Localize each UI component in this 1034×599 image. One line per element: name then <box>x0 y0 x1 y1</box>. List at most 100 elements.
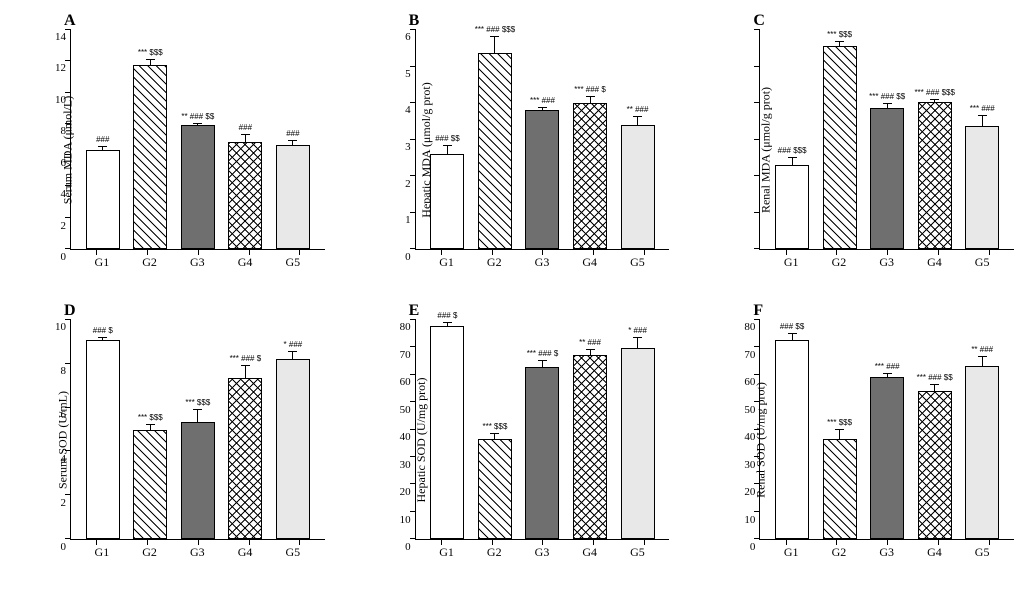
x-labels: G1G2G3G4G5 <box>70 545 325 560</box>
panel-E: EHepatic SOD (U/mg prot)0102030405060708… <box>355 300 680 580</box>
significance-label: *** ### <box>530 97 555 105</box>
bar-group: *** ### $$$ <box>471 26 519 249</box>
x-tick-label: G3 <box>518 255 566 270</box>
panel-letter: A <box>64 12 76 30</box>
significance-label: * ### <box>284 341 303 349</box>
bar <box>573 103 607 249</box>
bar <box>276 359 310 539</box>
x-tick-label: G3 <box>173 545 221 560</box>
bar <box>133 65 167 249</box>
x-tick-label: G3 <box>863 545 911 560</box>
y-tick-label: 0 <box>391 251 411 263</box>
bars-container: ### $$*** $$$*** ###*** ### $$** ### <box>760 320 1014 539</box>
significance-label: ### <box>286 130 299 138</box>
y-tick-label: 1 <box>391 214 411 226</box>
significance-label: *** $$$ <box>827 419 852 427</box>
bar-group: ### <box>79 136 127 249</box>
bar <box>965 366 999 539</box>
y-tick-label: 80 <box>735 321 755 333</box>
bar <box>133 430 167 539</box>
y-tick-label: 12 <box>46 62 66 74</box>
plot-area: ### $$$ *** $$$*** ### $$*** ### $$$ *** #… <box>759 30 1014 250</box>
bar <box>621 125 655 249</box>
bar <box>478 439 512 539</box>
y-tick-label: 6 <box>391 31 411 43</box>
x-tick-label: G3 <box>863 255 911 270</box>
bar <box>823 46 857 250</box>
bar-group: ### <box>269 130 317 249</box>
y-tick-label: 50 <box>391 404 411 416</box>
bar <box>775 165 809 249</box>
x-tick-label: G1 <box>78 255 126 270</box>
bar-group: *** ### <box>958 105 1006 249</box>
y-tick-label: 0 <box>46 541 66 553</box>
bar <box>621 348 655 539</box>
bar <box>965 126 999 249</box>
x-tick-label: G4 <box>566 255 614 270</box>
y-tick-label: 40 <box>735 431 755 443</box>
x-tick-label: G2 <box>126 545 174 560</box>
x-tick-label: G1 <box>767 545 815 560</box>
panel-F: FRenal SOD (U/mg prot)01020304050607080#… <box>699 300 1024 580</box>
bar-group: *** ### $ <box>222 355 270 539</box>
significance-label: ** ### <box>627 106 649 114</box>
panel-letter: C <box>753 12 765 30</box>
panel-letter: E <box>409 302 420 320</box>
bar <box>86 150 120 249</box>
significance-label: *** ### $ <box>574 86 606 94</box>
bar <box>918 102 952 249</box>
x-tick-label: G5 <box>269 255 317 270</box>
x-tick-label: G2 <box>470 545 518 560</box>
bar-group: *** ### $$ <box>863 93 911 249</box>
bar-group: *** ### $$$ <box>911 89 959 249</box>
x-tick-label: G2 <box>815 545 863 560</box>
x-tick-label: G1 <box>767 255 815 270</box>
bar-group: ** ### <box>566 339 614 539</box>
significance-label: ### <box>96 136 109 144</box>
y-tick-label: 20 <box>391 486 411 498</box>
y-tick-label: 6 <box>46 409 66 421</box>
x-tick-label: G5 <box>614 255 662 270</box>
panel-letter: D <box>64 302 76 320</box>
significance-label: *** $$$ <box>138 414 163 422</box>
y-tick-label: 3 <box>391 141 411 153</box>
x-tick-label: G5 <box>958 545 1006 560</box>
panel-A: ASerum MDA (μmol/L)02468101214###*** $$$… <box>10 10 335 290</box>
significance-label: *** ### $$$ <box>475 26 515 34</box>
bar <box>525 367 559 539</box>
significance-label: *** $$$ <box>185 399 210 407</box>
bar <box>181 422 215 539</box>
bar <box>775 340 809 539</box>
y-tick-label: 2 <box>46 220 66 232</box>
significance-label: ### $ <box>437 312 457 320</box>
y-tick-label: 10 <box>391 514 411 526</box>
x-tick-label: G1 <box>423 545 471 560</box>
y-tick-label: 14 <box>46 31 66 43</box>
x-labels: G1G2G3G4G5 <box>415 255 670 270</box>
y-tick-label: 10 <box>735 514 755 526</box>
y-tick-label: 10 <box>46 94 66 106</box>
bar-group: *** $$$ <box>816 31 864 249</box>
significance-label: *** $$$ <box>482 423 507 431</box>
significance-label: ### $$$ <box>778 147 807 155</box>
bar-group: *** $$$ <box>174 399 222 539</box>
bar <box>86 340 120 539</box>
panel-B: BHepatic MDA (μmol/g prot)0123456### $$*… <box>355 10 680 290</box>
x-tick-label: G4 <box>911 545 959 560</box>
y-tick-label: 4 <box>391 104 411 116</box>
y-tick-label: 8 <box>46 125 66 137</box>
bar-group: * ### <box>614 327 662 539</box>
bar <box>823 439 857 539</box>
y-tick-label: 40 <box>391 431 411 443</box>
x-tick-label: G5 <box>958 255 1006 270</box>
y-tick-label: 0 <box>46 251 66 263</box>
y-tick-label: 0 <box>735 541 755 553</box>
y-tick-label: 50 <box>735 404 755 416</box>
bar-group: * ### <box>269 341 317 539</box>
bar-group: *** ### $ <box>519 350 567 539</box>
x-tick-label: G1 <box>78 545 126 560</box>
x-labels: G1G2G3G4G5 <box>415 545 670 560</box>
significance-label: *** ### <box>970 105 995 113</box>
bar-group: *** $$$ <box>127 49 175 249</box>
y-tick-label: 0 <box>391 541 411 553</box>
